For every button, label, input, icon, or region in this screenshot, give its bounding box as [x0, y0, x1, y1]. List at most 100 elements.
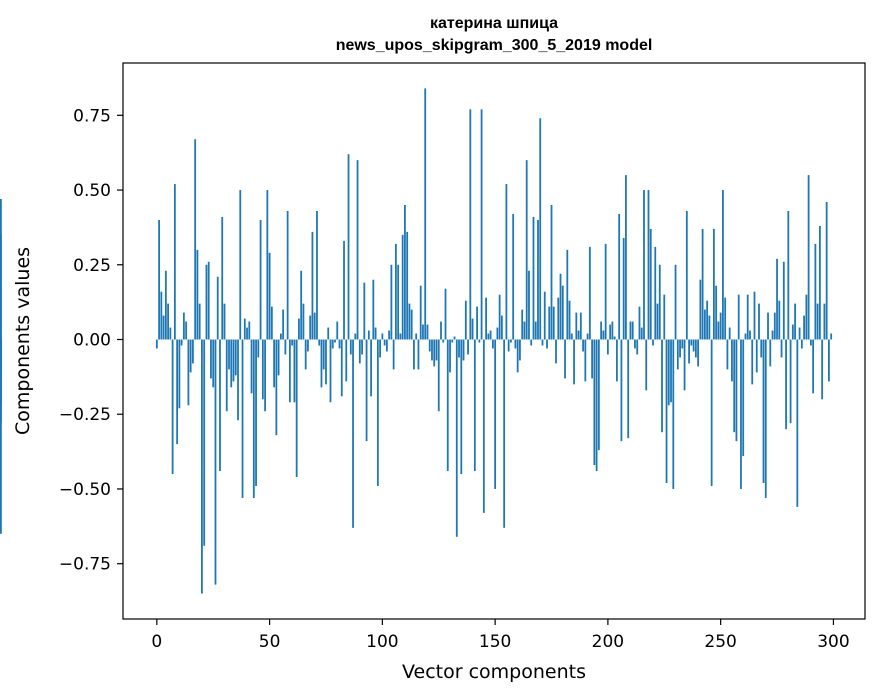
bar: [667, 339, 670, 406]
bar: [212, 339, 215, 388]
bar: [390, 264, 393, 340]
bar: [582, 339, 584, 352]
bar: [415, 333, 418, 340]
bar: [597, 339, 600, 451]
bar: [830, 333, 833, 340]
bar: [307, 339, 309, 352]
bar: [422, 324, 424, 340]
bar: [410, 309, 413, 340]
bar: [625, 175, 627, 340]
bar: [225, 339, 228, 412]
bar: [426, 324, 429, 340]
bar: [512, 213, 515, 340]
bar: [634, 339, 636, 349]
chart-subtitle: news_upos_skipgram_300_5_2019 model: [336, 37, 653, 54]
bar: [566, 249, 569, 340]
bar: [349, 339, 352, 355]
bar: [708, 315, 711, 340]
bar: [733, 339, 736, 433]
bar: [270, 306, 273, 340]
bar: [661, 339, 663, 433]
bar: [478, 339, 481, 343]
bar: [288, 339, 291, 403]
bar: [543, 291, 546, 340]
bar: [343, 240, 345, 340]
bar: [473, 339, 476, 472]
bar: [652, 339, 654, 346]
bar: [534, 321, 537, 340]
bar: [489, 330, 492, 340]
bar: [663, 294, 666, 340]
bar: [751, 339, 754, 385]
bar: [507, 339, 510, 352]
x-axis-ticks: 0 50 100 150 200 250 300: [151, 619, 850, 652]
bar: [606, 339, 609, 355]
y-tick-label: 0.25: [73, 256, 111, 276]
bar: [796, 339, 799, 507]
bar: [266, 190, 269, 340]
bar: [638, 306, 641, 340]
bar: [611, 321, 614, 340]
bar: [444, 288, 447, 340]
bar: [214, 339, 217, 585]
bar: [816, 303, 819, 340]
bar: [609, 324, 612, 340]
bar: [176, 339, 179, 445]
bar: [467, 339, 469, 355]
bar: [778, 300, 781, 340]
bar: [394, 243, 397, 340]
bar: [462, 339, 465, 361]
bar: [221, 216, 224, 340]
bar: [681, 339, 684, 349]
bar: [203, 339, 206, 546]
bar: [823, 303, 826, 340]
bar: [374, 327, 377, 340]
bar: [767, 312, 769, 340]
bar: [207, 261, 210, 340]
bar: [228, 339, 230, 370]
bar: [496, 327, 499, 340]
bar: [446, 339, 449, 472]
bar: [194, 139, 197, 340]
bar: [286, 210, 289, 340]
bar: [570, 333, 573, 340]
bar: [550, 204, 553, 340]
bar: [559, 273, 562, 340]
bar: [322, 339, 325, 370]
bar: [604, 243, 607, 340]
bar: [316, 210, 318, 340]
bar: [731, 339, 733, 382]
y-tick-label: 0.00: [73, 331, 111, 351]
bar: [189, 339, 192, 373]
bar: [327, 327, 330, 340]
bar: [243, 318, 246, 340]
plot-frame: [122, 62, 866, 620]
bar: [295, 339, 298, 478]
bar: [828, 339, 830, 382]
bar: [419, 285, 422, 340]
bar: [437, 339, 440, 412]
bar: [336, 321, 339, 340]
bar: [370, 339, 372, 397]
bar: [424, 88, 427, 340]
bar: [787, 210, 790, 340]
bar: [234, 339, 237, 376]
bar: [800, 339, 803, 349]
bar: [602, 330, 605, 340]
bar: [0, 339, 2, 534]
bar: [318, 339, 321, 346]
bar: [643, 190, 645, 340]
bar: [413, 339, 415, 370]
bar: [302, 303, 305, 340]
bar: [340, 339, 343, 397]
bar: [794, 303, 796, 340]
bar: [812, 339, 815, 394]
bar: [791, 324, 794, 340]
bar: [785, 339, 787, 430]
bar: [699, 279, 702, 340]
bar: [737, 294, 740, 340]
bar: [782, 261, 785, 340]
bar: [329, 339, 332, 403]
bar: [210, 339, 212, 379]
